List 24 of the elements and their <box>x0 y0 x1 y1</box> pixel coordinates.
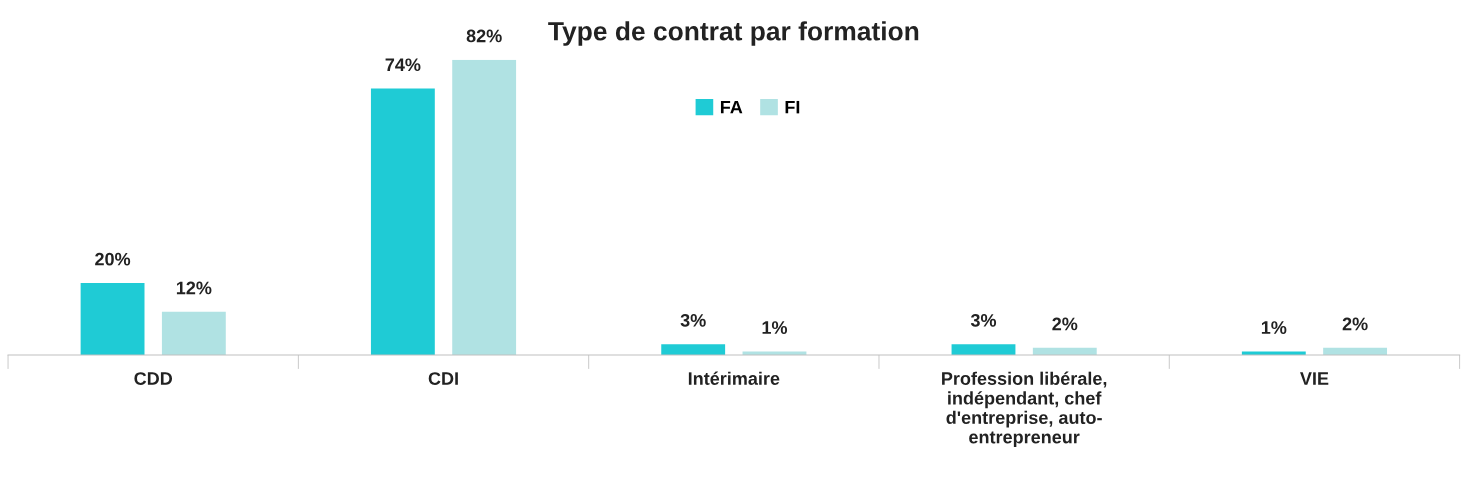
bar <box>661 344 726 356</box>
x-tick-label: VIE <box>1300 372 1329 385</box>
data-label: 82% <box>466 29 502 43</box>
data-label: 1% <box>1261 321 1287 334</box>
bar <box>370 88 435 356</box>
data-label: 2% <box>1342 317 1368 331</box>
data-label: 20% <box>95 252 131 266</box>
bar <box>161 311 226 356</box>
legend-label: FI <box>785 100 800 114</box>
chart-title: Type de contrat par formation <box>548 21 919 46</box>
data-label: 74% <box>385 58 421 72</box>
bar <box>452 59 517 356</box>
legend-label: FA <box>720 100 743 114</box>
bar <box>80 283 145 356</box>
data-label: 12% <box>176 281 212 295</box>
x-tick-label: CDD <box>134 372 173 385</box>
data-label: 3% <box>970 313 997 327</box>
data-label: 1% <box>762 321 788 334</box>
x-tick-label: Intérimaire <box>688 371 780 385</box>
x-tick-label: CDI <box>428 372 458 385</box>
x-tick-label: Profession libérale, indépendant, chef d'entreprise, auto-entrepreneur <box>942 371 1107 448</box>
bar <box>951 344 1016 356</box>
data-label: 3% <box>680 313 706 327</box>
data-label: 2% <box>1052 317 1078 331</box>
